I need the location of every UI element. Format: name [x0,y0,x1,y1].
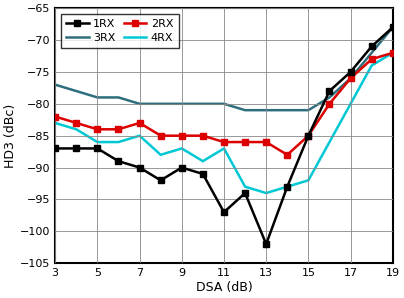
Legend: 1RX, 3RX, 2RX, 4RX: 1RX, 3RX, 2RX, 4RX [61,14,179,48]
Y-axis label: HD3 (dBc): HD3 (dBc) [4,104,17,168]
X-axis label: DSA (dB): DSA (dB) [196,281,252,294]
